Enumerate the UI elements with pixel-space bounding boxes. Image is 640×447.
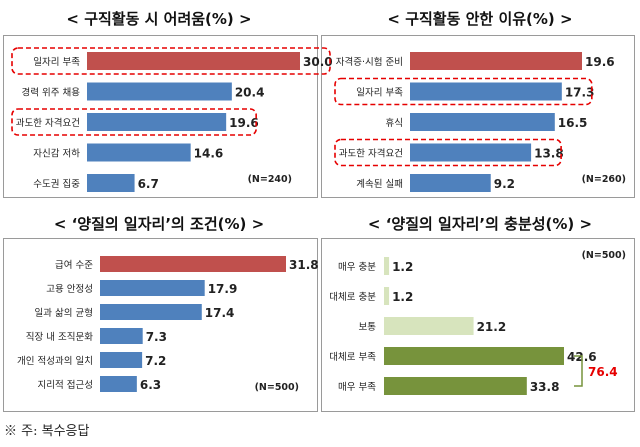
category-label-4-3: 보통 — [359, 322, 377, 333]
highlight-outline-1-3 — [11, 108, 257, 136]
category-label-1-2: 경력 위주 채용 — [22, 87, 81, 99]
category-label-2-1: 자격증·시험 준비 — [336, 56, 403, 68]
bar-1-4 — [87, 143, 191, 162]
category-label-2-4: 과도한 자격요건 — [339, 148, 403, 160]
value-label-4-3: 21.2 — [477, 320, 507, 334]
category-label-2-3: 휴식 — [386, 118, 403, 129]
value-label-2-4: 13.8 — [534, 147, 564, 161]
bar-1-2 — [87, 82, 232, 101]
value-label-4-1: 1.2 — [392, 260, 413, 274]
panel-title-1: < 구직활동 시 어려움(%) > — [66, 10, 252, 28]
panel-title-3: < ‘양질의 일자리’의 조건(%) > — [53, 215, 265, 233]
category-label-4-5: 매우 부족 — [338, 382, 376, 393]
bar-4-1 — [384, 257, 390, 275]
category-label-3-3: 일과 삶의 균형 — [35, 308, 93, 319]
sample-size-note-1: (N=240) — [248, 174, 292, 185]
bracket-total-label-4: 76.4 — [588, 365, 618, 379]
bar-3-1 — [100, 256, 286, 272]
bar-3-2 — [100, 280, 205, 296]
value-label-1-2: 20.4 — [235, 86, 265, 100]
bar-2-2 — [410, 82, 562, 101]
value-label-2-2: 17.3 — [565, 86, 595, 100]
category-label-3-2: 고용 안정성 — [46, 284, 93, 295]
bar-2-1 — [410, 52, 582, 70]
value-label-1-5: 6.7 — [138, 177, 159, 191]
category-label-2-5: 계속된 실패 — [356, 178, 403, 190]
bar-4-4 — [384, 347, 564, 365]
value-label-1-4: 14.6 — [194, 147, 224, 161]
category-label-1-3: 과도한 자격요건 — [16, 117, 80, 129]
value-label-3-1: 31.8 — [289, 258, 319, 272]
value-label-3-3: 17.4 — [205, 306, 235, 320]
value-label-4-5: 33.8 — [530, 380, 560, 394]
category-label-3-6: 지리적 접근성 — [38, 379, 93, 391]
footnote: ※ 주: 복수응답 — [4, 424, 90, 439]
bar-1-3 — [87, 113, 227, 131]
sample-size-note-3: (N=500) — [255, 382, 299, 393]
sample-size-note-2: (N=260) — [582, 174, 626, 185]
bar-2-5 — [410, 174, 491, 192]
category-label-4-1: 매우 충분 — [338, 262, 376, 273]
value-label-3-2: 17.9 — [208, 282, 238, 296]
value-label-2-3: 16.5 — [558, 116, 588, 130]
highlight-outline-2-4 — [334, 138, 562, 167]
sample-size-note-4: (N=500) — [582, 250, 626, 261]
panel-title-4: < ‘양질의 일자리’의 충분성(%) > — [367, 215, 593, 233]
panel-title-2: < 구직활동 안한 이유(%) > — [387, 10, 573, 28]
highlight-outline-2-2 — [334, 77, 593, 106]
bar-2-4 — [410, 143, 532, 162]
value-label-3-6: 6.3 — [140, 378, 161, 392]
value-label-2-1: 19.6 — [585, 55, 615, 69]
category-label-1-4: 자신감 저하 — [33, 148, 80, 160]
category-label-4-2: 대체로 충분 — [329, 292, 376, 303]
category-label-1-1: 일자리 부족 — [33, 57, 80, 68]
value-label-4-2: 1.2 — [392, 290, 413, 304]
value-label-3-5: 7.2 — [145, 354, 166, 368]
bar-3-6 — [100, 376, 137, 392]
bar-1-1 — [87, 52, 300, 70]
bar-1-5 — [87, 174, 135, 192]
category-label-3-1: 급여 수준 — [55, 259, 93, 271]
bar-4-5 — [384, 377, 527, 395]
category-label-3-5: 개인 적성과의 일치 — [17, 355, 93, 367]
value-label-2-5: 9.2 — [494, 177, 515, 191]
bar-3-4 — [100, 328, 143, 344]
bar-3-5 — [100, 352, 143, 368]
category-label-2-2: 일자리 부족 — [356, 88, 403, 99]
bar-3-3 — [100, 304, 202, 320]
category-label-3-4: 직장 내 조직문화 — [26, 332, 93, 343]
category-label-1-5: 수도권 집중 — [33, 178, 80, 190]
value-label-1-3: 19.6 — [229, 116, 259, 130]
bracket-line-4 — [574, 355, 583, 387]
bar-4-2 — [384, 287, 390, 305]
category-label-4-4: 대체로 부족 — [329, 352, 376, 363]
bar-4-3 — [384, 317, 474, 335]
value-label-3-4: 7.3 — [146, 330, 167, 344]
highlight-outline-1-1 — [11, 47, 331, 75]
value-label-1-1: 30.0 — [303, 55, 333, 69]
bar-2-3 — [410, 113, 555, 131]
